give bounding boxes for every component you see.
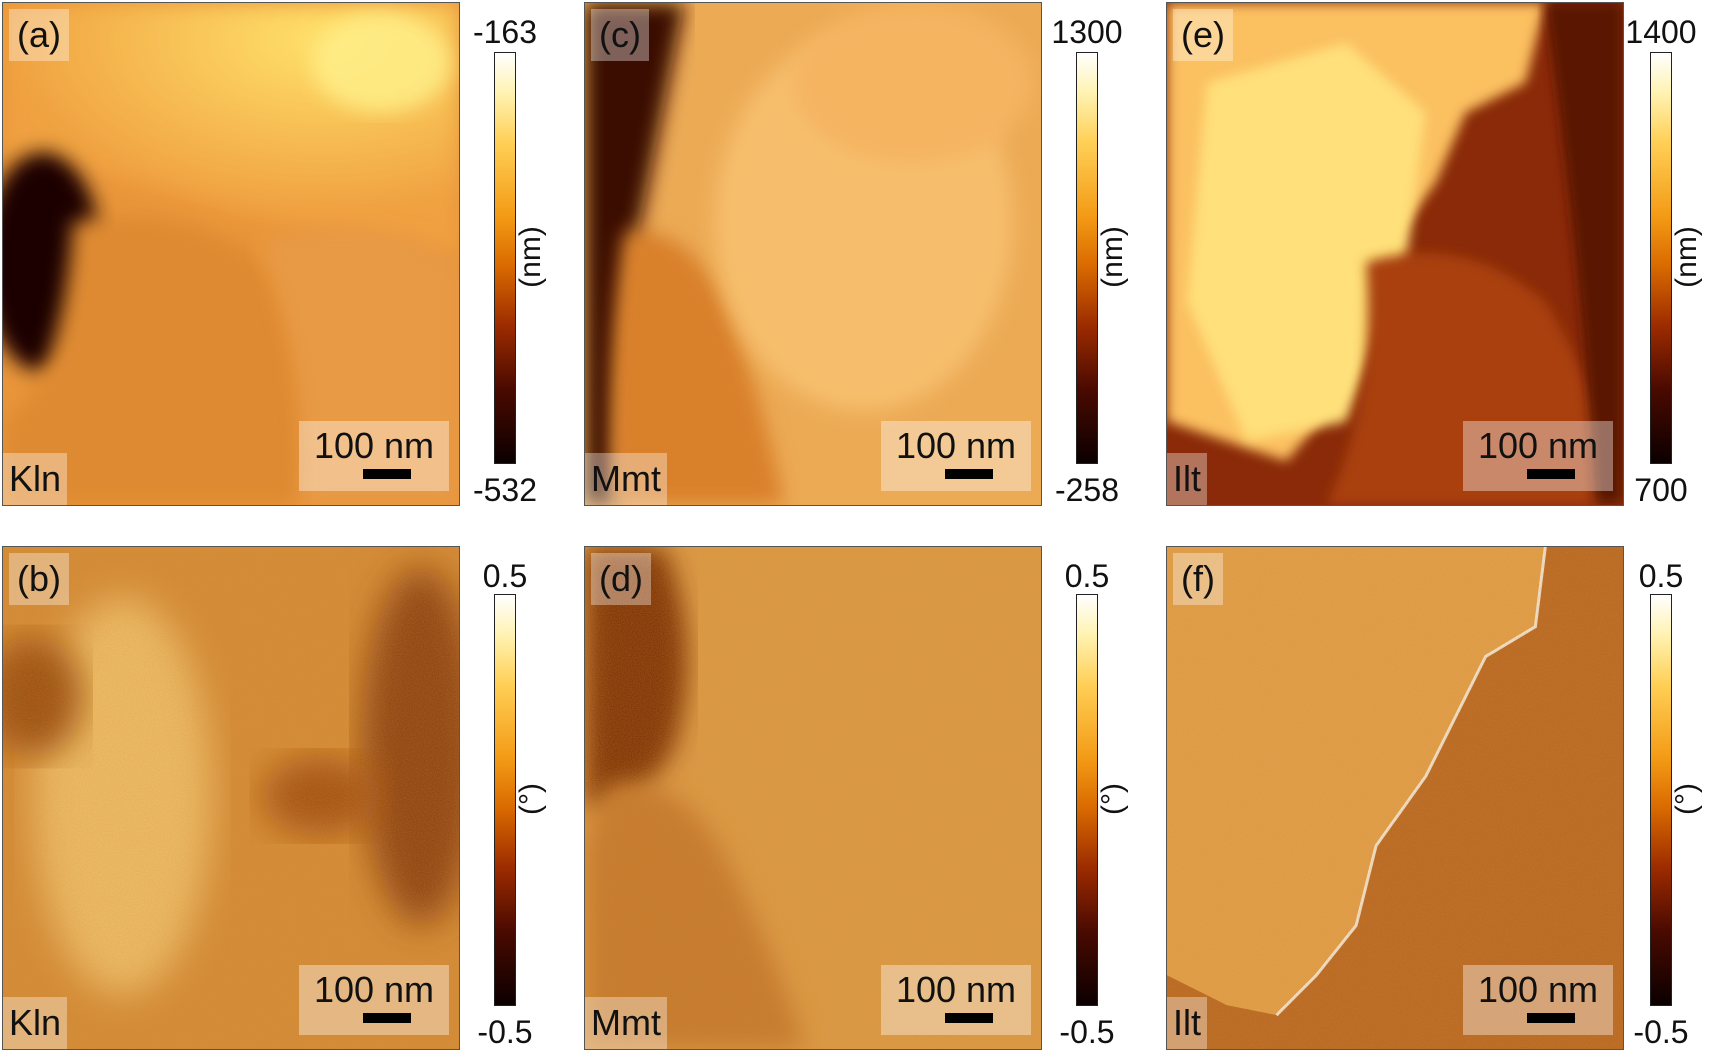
afm-height-image-kln (3, 3, 459, 505)
colorbar-d (1076, 594, 1098, 1006)
afm-phase-image-mmt (585, 547, 1041, 1049)
panel-label: (e) (1173, 9, 1233, 61)
colorbar-a-unit: (nm) (514, 226, 547, 288)
colorbar-e-unit: (nm) (1670, 226, 1703, 288)
panel-label: (b) (9, 553, 69, 605)
colorbar-f-max: 0.5 (1638, 558, 1684, 594)
colorbar-c-min: -258 (1054, 472, 1120, 508)
panel-d-image: (d) Mmt 100 nm (584, 546, 1042, 1050)
scale-bar: 100 nm (1463, 965, 1613, 1035)
scale-bar-line (1527, 469, 1575, 479)
colorbar-e-max: 1400 (1625, 14, 1697, 50)
colorbar-c-unit: (nm) (1096, 226, 1129, 288)
scale-bar-line (945, 469, 993, 479)
colorbar-d-unit: (°) (1096, 783, 1129, 815)
colorbar-f-unit: (°) (1670, 783, 1703, 815)
scale-bar-label: 100 nm (313, 969, 435, 1010)
scale-bar-label: 100 nm (895, 969, 1017, 1010)
panel-c-image: (c) Mmt 100 nm (584, 2, 1042, 506)
colorbar-f (1650, 594, 1672, 1006)
afm-height-image-mmt (585, 3, 1041, 505)
afm-height-image-ilt (1167, 3, 1623, 505)
scale-bar: 100 nm (299, 421, 449, 491)
scale-bar: 100 nm (1463, 421, 1613, 491)
scale-bar-line (363, 1013, 411, 1023)
panel-label: (a) (9, 9, 69, 61)
colorbar-a-min: -532 (472, 472, 538, 508)
colorbar-b-unit: (°) (514, 783, 547, 815)
panel-e-image: (e) Ilt 100 nm (1166, 2, 1624, 506)
mineral-label: Ilt (1167, 453, 1208, 505)
scale-bar-label: 100 nm (895, 425, 1017, 466)
colorbar-e (1650, 52, 1672, 464)
panel-label: (d) (591, 553, 651, 605)
mineral-label: Ilt (1167, 997, 1208, 1049)
scale-bar-line (363, 469, 411, 479)
scale-bar-line (1527, 1013, 1575, 1023)
scale-bar-label: 100 nm (313, 425, 435, 466)
scale-bar: 100 nm (299, 965, 449, 1035)
mineral-label: Kln (3, 997, 68, 1049)
scale-bar-label: 100 nm (1477, 425, 1599, 466)
panel-f-image: (f) Ilt 100 nm (1166, 546, 1624, 1050)
panel-a-image: (a) Kln 100 nm (2, 2, 460, 506)
colorbar-a (494, 52, 516, 464)
colorbar-a-max: -163 (472, 14, 538, 50)
colorbar-b-min: -0.5 (477, 1014, 533, 1050)
colorbar-d-min: -0.5 (1059, 1014, 1115, 1050)
colorbar-c-max: 1300 (1051, 14, 1123, 50)
scale-bar-line (945, 1013, 993, 1023)
colorbar-b (494, 594, 516, 1006)
colorbar-f-min: -0.5 (1633, 1014, 1689, 1050)
panel-label: (f) (1173, 553, 1223, 605)
colorbar-d-max: 0.5 (1064, 558, 1110, 594)
scale-bar: 100 nm (881, 965, 1031, 1035)
scale-bar-label: 100 nm (1477, 969, 1599, 1010)
afm-phase-image-kln (3, 547, 459, 1049)
mineral-label: Kln (3, 453, 68, 505)
colorbar-c (1076, 52, 1098, 464)
colorbar-b-max: 0.5 (482, 558, 528, 594)
mineral-label: Mmt (585, 453, 667, 505)
panel-label: (c) (591, 9, 649, 61)
panel-b-image: (b) Kln 100 nm (2, 546, 460, 1050)
afm-phase-image-ilt (1167, 547, 1623, 1049)
colorbar-e-min: 700 (1634, 472, 1688, 508)
scale-bar: 100 nm (881, 421, 1031, 491)
mineral-label: Mmt (585, 997, 667, 1049)
